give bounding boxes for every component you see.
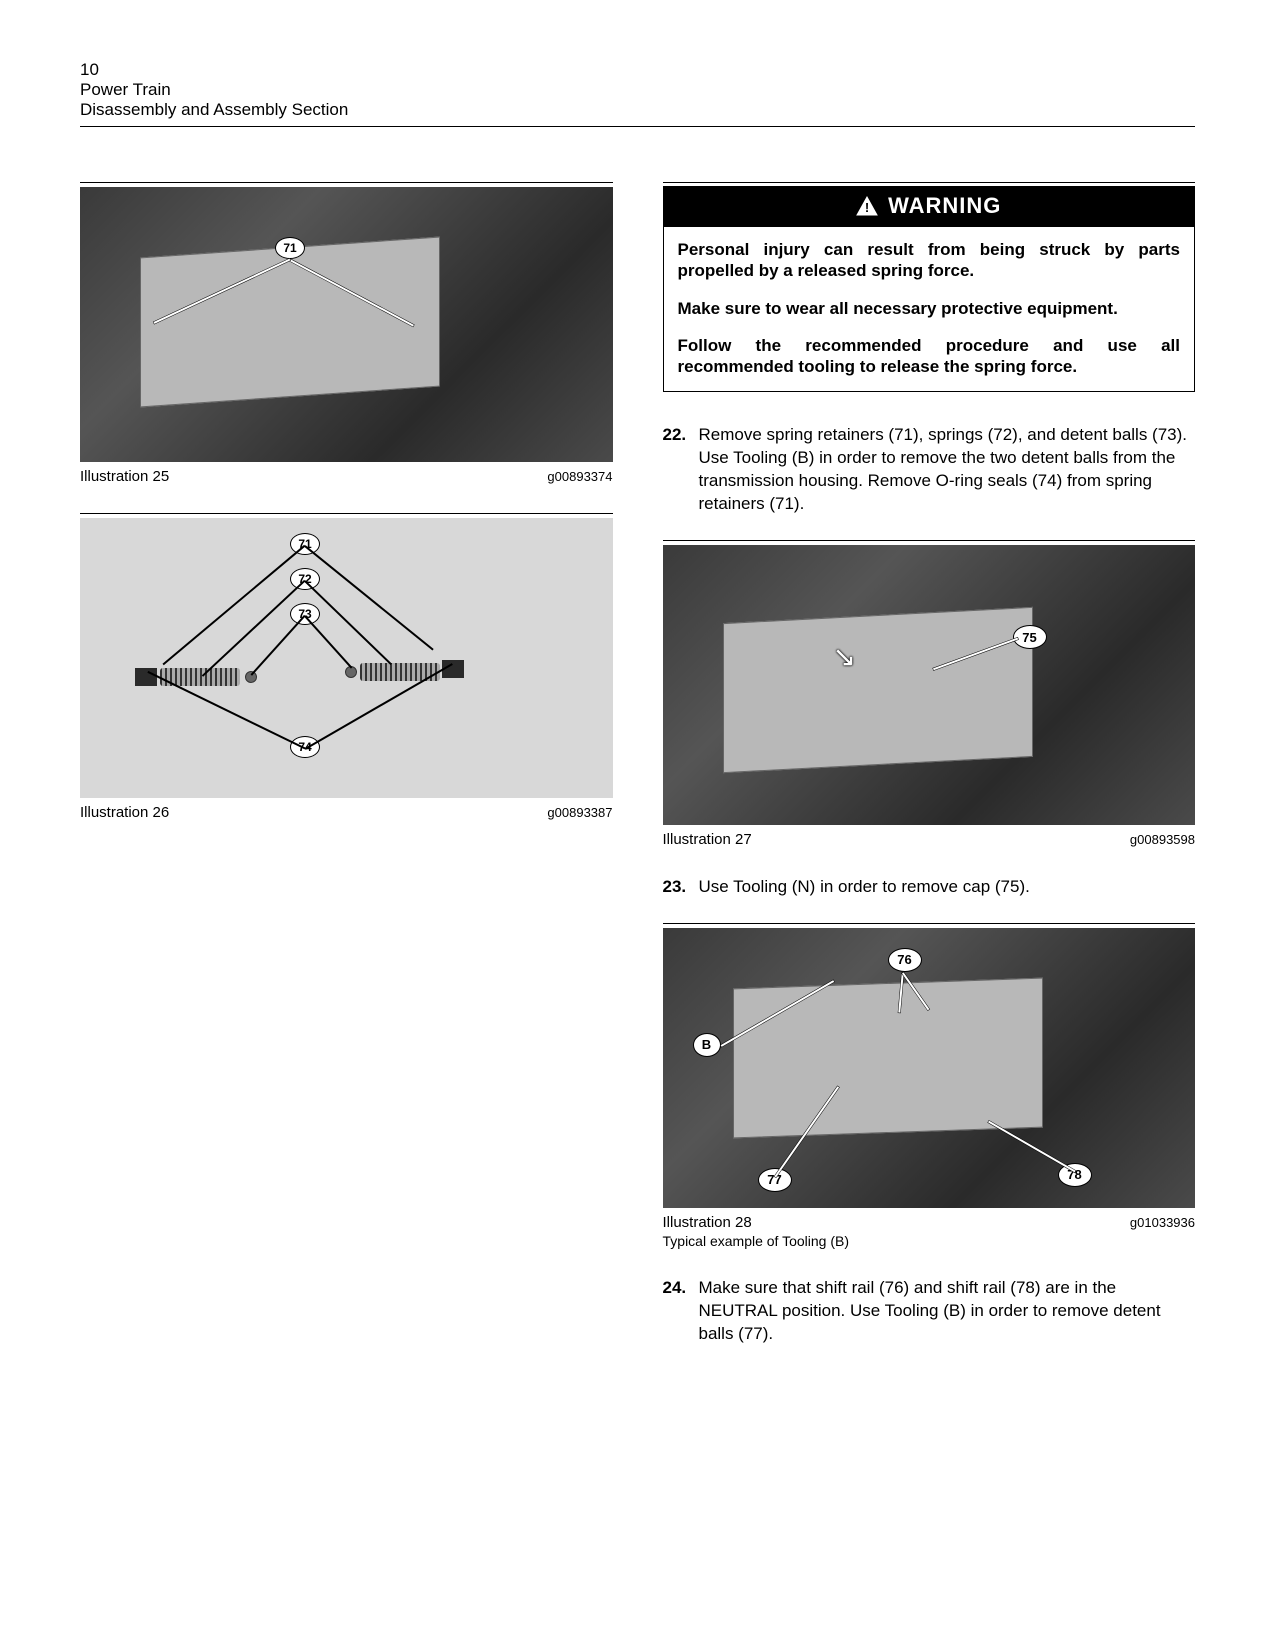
- figure-caption: Illustration 28: [663, 1214, 752, 1231]
- step-number: 22.: [663, 424, 699, 516]
- step-number: 24.: [663, 1277, 699, 1346]
- figure-id: g01033936: [1130, 1215, 1195, 1230]
- step-23: 23. Use Tooling (N) in order to remove c…: [663, 876, 1196, 899]
- callout-78: 78: [1058, 1163, 1092, 1187]
- figure-26: 71 72 73 74: [80, 513, 613, 821]
- figure-id: g00893374: [547, 469, 612, 484]
- page-number: 10: [80, 60, 1195, 80]
- figure-rule: [80, 513, 613, 514]
- callout-77: 77: [758, 1168, 792, 1192]
- svg-text:!: !: [865, 200, 869, 215]
- figure-rule: [663, 540, 1196, 541]
- figure-caption: Illustration 27: [663, 831, 752, 848]
- step-24: 24. Make sure that shift rail (76) and s…: [663, 1277, 1196, 1346]
- figure-rule: [663, 923, 1196, 924]
- page-header: 10 Power Train Disassembly and Assembly …: [80, 60, 1195, 127]
- warning-p3: Follow the recommended procedure and use…: [678, 335, 1181, 378]
- warning-header: ! WARNING: [664, 187, 1195, 227]
- step-text: Remove spring retainers (71), springs (7…: [699, 424, 1196, 516]
- step-text: Make sure that shift rail (76) and shift…: [699, 1277, 1196, 1346]
- illustration-28-image: B 76 77 78: [663, 928, 1196, 1208]
- warning-p2: Make sure to wear all necessary protecti…: [678, 298, 1181, 319]
- warning-box: ! WARNING Personal injury can result fro…: [663, 186, 1196, 392]
- illustration-26-image: 71 72 73 74: [80, 518, 613, 798]
- callout-71: 71: [275, 237, 305, 259]
- header-section: Disassembly and Assembly Section: [80, 100, 1195, 120]
- step-text: Use Tooling (N) in order to remove cap (…: [699, 876, 1196, 899]
- warning-p1: Personal injury can result from being st…: [678, 239, 1181, 282]
- illustration-27-image: ↘ 75: [663, 545, 1196, 825]
- header-title: Power Train: [80, 80, 1195, 100]
- left-column: 71 Illustration 25 g00893374: [80, 182, 613, 1370]
- figure-caption: Illustration 26: [80, 804, 169, 821]
- illustration-25-image: 71: [80, 187, 613, 462]
- figure-28: B 76 77 78 Illustration 28 g01033936 Typ…: [663, 923, 1196, 1249]
- callout-76: 76: [888, 948, 922, 972]
- step-22: 22. Remove spring retainers (71), spring…: [663, 424, 1196, 516]
- figure-caption: Illustration 25: [80, 468, 169, 485]
- figure-id: g00893387: [547, 805, 612, 820]
- figure-subcaption: Typical example of Tooling (B): [663, 1233, 1196, 1249]
- figure-25: 71 Illustration 25 g00893374: [80, 182, 613, 485]
- warning-body: Personal injury can result from being st…: [664, 227, 1195, 391]
- figure-id: g00893598: [1130, 832, 1195, 847]
- figure-27: ↘ 75 Illustration 27 g00893598: [663, 540, 1196, 848]
- warning-rule: [663, 182, 1196, 183]
- figure-rule: [80, 182, 613, 183]
- callout-B: B: [693, 1033, 721, 1057]
- step-number: 23.: [663, 876, 699, 899]
- warning-triangle-icon: !: [856, 196, 878, 216]
- arrow-indicator-icon: ↘: [833, 640, 856, 673]
- warning-label: WARNING: [888, 193, 1001, 219]
- right-column: ! WARNING Personal injury can result fro…: [663, 182, 1196, 1370]
